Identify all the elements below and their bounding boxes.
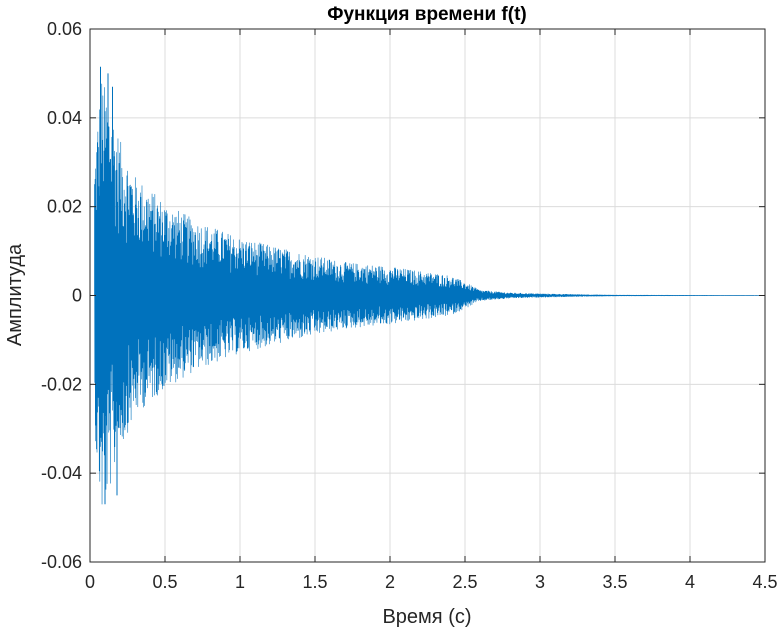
y-tick-label: 0.04	[47, 108, 82, 128]
x-tick-label: 3	[535, 572, 545, 592]
x-tick-label: 1	[235, 572, 245, 592]
y-tick-label: 0.06	[47, 19, 82, 39]
x-tick-label: 4.5	[752, 572, 777, 592]
x-tick-label: 2	[385, 572, 395, 592]
y-tick-label: 0	[72, 286, 82, 306]
y-tick-label: -0.06	[41, 552, 82, 572]
x-tick-label: 3.5	[602, 572, 627, 592]
x-tick-label: 1.5	[302, 572, 327, 592]
x-tick-label: 4	[685, 572, 695, 592]
y-tick-label: -0.02	[41, 374, 82, 394]
y-tick-labels: -0.06 -0.04 -0.02 0 0.02 0.04 0.06	[41, 19, 82, 572]
x-tick-label: 0.5	[152, 572, 177, 592]
x-tick-label: 2.5	[452, 572, 477, 592]
series-layer	[90, 66, 766, 505]
signal-line	[90, 83, 766, 505]
chart-title: Функция времени f(t)	[327, 4, 526, 25]
y-tick-label: 0.02	[47, 197, 82, 217]
y-tick-label: -0.04	[41, 463, 82, 483]
axis-ticks	[89, 28, 766, 563]
y-axis-label: Амплитуда	[4, 243, 26, 346]
x-tick-labels: 0 0.5 1 1.5 2 2.5 3 3.5 4 4.5	[85, 572, 778, 592]
x-axis-label: Время (c)	[382, 606, 471, 628]
x-tick-label: 0	[85, 572, 95, 592]
